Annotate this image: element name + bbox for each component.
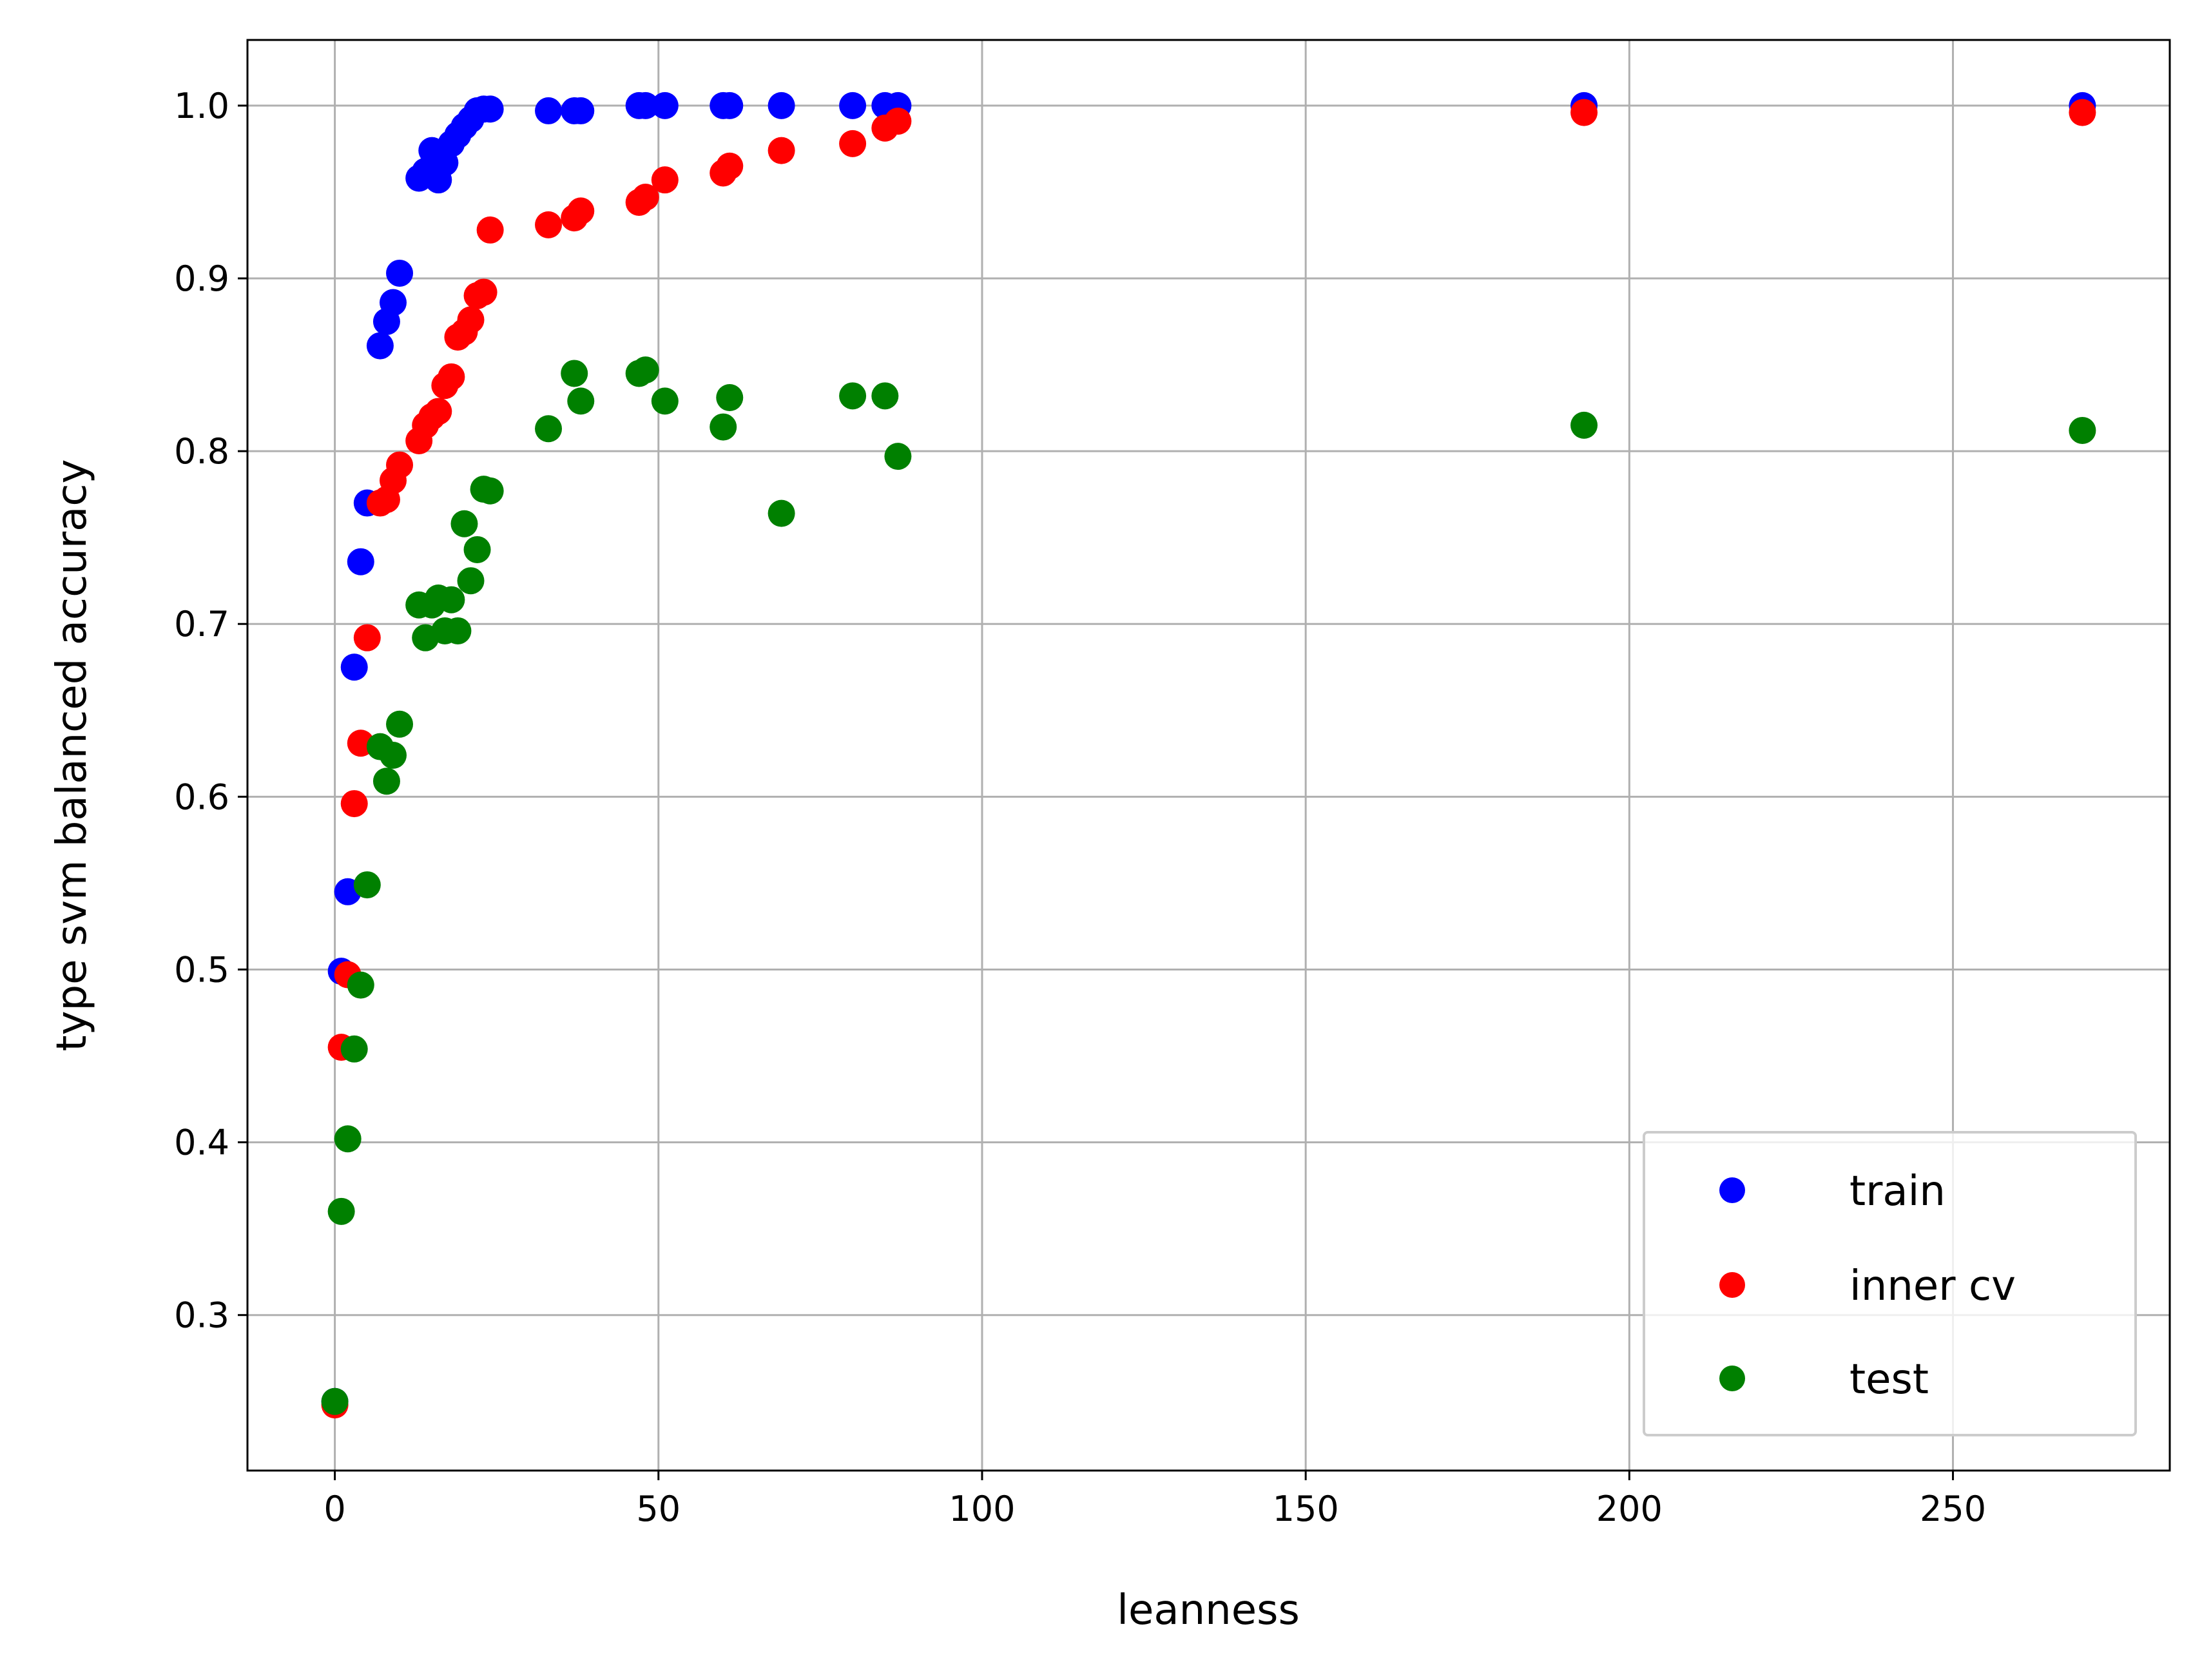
axis-ticks: 0 50 100 150 200 250 0.3 0.4 0.5 0.6 0.7 0.8 0.9 1.0 — [174, 86, 1986, 1529]
data-point-test — [768, 499, 795, 527]
data-point-inner-cv — [470, 278, 497, 306]
x-tick-label: 100 — [949, 1489, 1015, 1529]
y-tick-label: 0.8 — [174, 431, 229, 472]
data-point-inner-cv — [567, 197, 595, 225]
data-point-train — [379, 289, 407, 316]
data-point-test — [444, 617, 472, 644]
data-point-test — [710, 413, 737, 441]
data-point-test — [651, 387, 679, 415]
data-point-test — [321, 1387, 349, 1415]
data-points — [321, 92, 2096, 1419]
legend-marker-inner-cv — [1719, 1272, 1745, 1298]
x-tick-label: 50 — [636, 1489, 681, 1529]
legend: train inner cv test — [1643, 1131, 2137, 1436]
data-point-test — [1570, 411, 1598, 439]
data-point-test — [334, 1125, 362, 1153]
x-tick-label: 150 — [1273, 1489, 1339, 1529]
data-point-test — [379, 742, 407, 769]
plot-area-frame — [246, 39, 2171, 1472]
data-point-train — [347, 548, 374, 575]
y-tick-label: 0.9 — [174, 258, 229, 299]
data-point-test — [327, 1197, 355, 1225]
data-point-inner-cv — [884, 108, 912, 135]
data-point-inner-cv — [438, 363, 465, 391]
data-point-train — [716, 92, 744, 119]
legend-marker-train — [1719, 1177, 1745, 1203]
y-tick-label: 0.7 — [174, 604, 229, 644]
data-point-train — [768, 92, 795, 119]
data-point-inner-cv — [386, 451, 414, 479]
legend-label-inner-cv: inner cv — [1849, 1262, 2016, 1310]
data-point-test — [353, 871, 381, 899]
data-point-test — [535, 415, 563, 443]
data-point-inner-cv — [651, 166, 679, 194]
data-point-test — [340, 1035, 368, 1063]
x-axis-label: leanness — [1117, 1587, 1300, 1634]
data-point-test — [871, 382, 899, 410]
data-point-inner-cv — [425, 398, 452, 425]
x-tick-label: 250 — [1920, 1489, 1986, 1529]
y-tick-label: 0.4 — [174, 1123, 229, 1163]
data-point-inner-cv — [2069, 99, 2096, 126]
data-point-inner-cv — [1570, 99, 1598, 126]
y-tick-label: 1.0 — [174, 86, 229, 126]
data-point-train — [386, 259, 414, 287]
data-point-test — [438, 586, 465, 613]
data-point-inner-cv — [632, 183, 659, 211]
data-point-inner-cv — [476, 216, 504, 244]
data-point-train — [340, 653, 368, 681]
legend-label-train: train — [1849, 1168, 1946, 1215]
data-point-test — [2069, 416, 2096, 444]
y-tick-label: 0.5 — [174, 949, 229, 990]
data-point-test — [457, 567, 485, 595]
x-tick-label: 0 — [324, 1489, 345, 1529]
data-point-test — [463, 536, 491, 563]
legend-box — [1643, 1131, 2137, 1436]
data-point-train — [366, 332, 394, 360]
y-axis-label: type svm balanced accuracy — [48, 459, 96, 1052]
data-point-train — [651, 92, 679, 119]
data-point-test — [567, 387, 595, 415]
data-point-inner-cv — [716, 152, 744, 180]
data-point-train — [535, 97, 563, 124]
legend-marker-test — [1719, 1366, 1745, 1391]
data-point-test — [632, 356, 659, 384]
data-point-test — [450, 510, 478, 537]
data-point-test — [476, 477, 504, 505]
data-point-inner-cv — [353, 624, 381, 652]
data-point-test — [884, 443, 912, 470]
data-point-test — [716, 384, 744, 411]
data-point-inner-cv — [457, 306, 485, 334]
y-tick-label: 0.6 — [174, 777, 229, 817]
data-point-test — [347, 971, 374, 999]
data-point-test — [839, 382, 867, 410]
data-point-train — [476, 95, 504, 123]
data-point-inner-cv — [768, 137, 795, 164]
grid-lines — [247, 40, 2170, 1471]
data-point-inner-cv — [340, 790, 368, 818]
data-point-test — [386, 710, 414, 738]
data-point-inner-cv — [535, 211, 563, 238]
y-tick-label: 0.3 — [174, 1295, 229, 1336]
data-point-test — [372, 768, 400, 795]
data-point-train — [839, 92, 867, 119]
data-point-test — [561, 360, 588, 387]
x-tick-label: 200 — [1596, 1489, 1663, 1529]
data-point-train — [632, 92, 659, 119]
data-point-inner-cv — [839, 130, 867, 157]
legend-label-test: test — [1849, 1356, 1929, 1404]
data-point-train — [567, 97, 595, 124]
